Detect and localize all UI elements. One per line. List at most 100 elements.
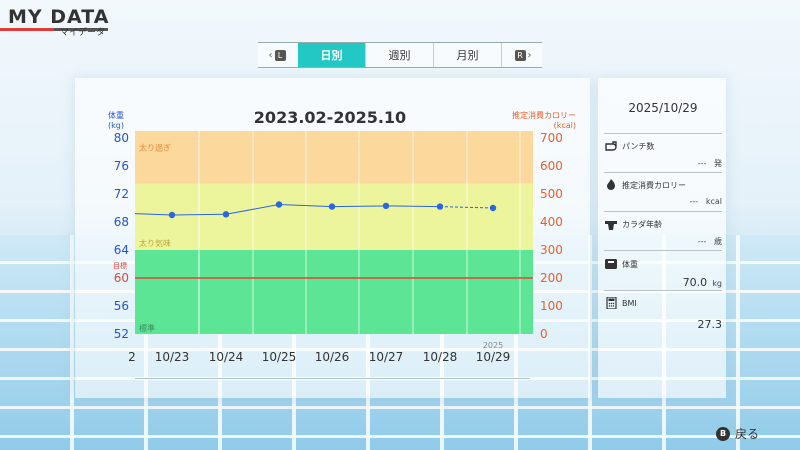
chart-date-range: 2023.02-2025.10: [253, 108, 407, 127]
right-axis-title: 推定消費カロリー (kcal): [512, 111, 576, 131]
zone-standard: [135, 250, 533, 334]
body-age-label: カラダ年齢: [622, 219, 662, 229]
app-title: MY DATA: [8, 6, 110, 28]
x-tick-label: 10/29: [476, 350, 511, 364]
weight-label: 体重: [622, 259, 638, 269]
y-right-tick-label: 500: [540, 187, 563, 201]
info-divider: [604, 250, 722, 251]
weight-point: [168, 211, 176, 219]
left-axis-title: 体重 (kg): [108, 111, 124, 131]
y-left-tick-label: 60: [114, 271, 129, 285]
y-left-tick-label: 76: [114, 159, 129, 173]
prev-tab-button[interactable]: ‹ L: [258, 43, 298, 67]
punch-value: ---: [697, 159, 707, 168]
info-divider: [604, 133, 722, 134]
next-tab-button[interactable]: R ›: [502, 43, 542, 67]
y-left-tick-label: 80: [114, 131, 129, 145]
bmi-value: 27.3: [697, 318, 723, 331]
weight-line-segment: [331, 205, 387, 208]
selected-date: 2025/10/29: [628, 101, 698, 115]
bmi-label: BMI: [622, 298, 637, 308]
weight-line-segment: [171, 213, 227, 216]
zone-tendency: [135, 183, 533, 250]
zone-label-over: 太り過ぎ: [139, 143, 171, 153]
left-axis-label: 体重: [108, 111, 124, 120]
y-right-tick-label: 0: [540, 327, 548, 341]
period-tab-bar: ‹ L 日別 週別 月別 R ›: [258, 42, 542, 68]
calculator-icon: [606, 297, 617, 309]
x-tick-label: 10/23: [155, 350, 190, 364]
info-divider: [604, 211, 722, 212]
l-button-icon: L: [274, 49, 286, 61]
x-tick-label: 10/27: [369, 350, 404, 364]
muscle-icon: [605, 221, 617, 230]
info-row-calories: 推定消費カロリー --- kcal: [604, 179, 722, 206]
y-right-tick-label: 400: [540, 215, 563, 229]
app-subtitle: マイデータ: [60, 28, 106, 38]
weight-line-segment: [278, 204, 333, 208]
flame-icon: [607, 179, 615, 190]
info-row-body-age: カラダ年齢 --- 歳: [604, 218, 722, 247]
year-label: 2025: [483, 341, 503, 350]
y-right-tick-label: 700: [540, 131, 563, 145]
weight-point: [275, 201, 283, 208]
body-age-unit: 歳: [714, 237, 722, 246]
info-panel: [598, 78, 726, 398]
y-left-tick-label: 56: [114, 299, 129, 313]
y-left-tick-label: 52: [114, 327, 129, 341]
chart-bottom-divider: [135, 378, 530, 379]
weight-unit: kg: [712, 279, 722, 288]
goal-label: 目標: [113, 261, 127, 270]
weight-line-segment: [385, 205, 441, 208]
info-row-bmi: BMI 27.3: [604, 297, 722, 331]
calories-label: 推定消費カロリー: [622, 180, 686, 190]
zone-overweight: [135, 131, 533, 184]
y-right-tick-label: 100: [540, 299, 563, 313]
weight-value: 70.0: [682, 276, 708, 289]
scale-icon: [605, 259, 617, 269]
punch-label: パンチ数: [622, 141, 655, 151]
back-label: 戻る: [735, 427, 760, 441]
b-button-icon: B: [716, 426, 730, 441]
info-divider: [604, 172, 722, 173]
tab-daily[interactable]: 日別: [298, 43, 366, 67]
r-button-icon: R: [514, 49, 526, 61]
info-divider: [604, 290, 722, 291]
info-row-punch: パンチ数 --- 発: [604, 140, 722, 169]
y-right-tick-label: 300: [540, 243, 563, 257]
weight-line-segment: [225, 204, 280, 215]
calories-value: ---: [689, 197, 699, 206]
weight-point: [328, 203, 336, 210]
body-age-value: ---: [697, 237, 707, 246]
chevron-left-icon: ‹: [268, 49, 273, 61]
weight-point: [382, 202, 390, 210]
back-button[interactable]: B 戻る: [716, 425, 759, 442]
y-left-tick-label: 64: [114, 243, 129, 257]
y-left-tick-label: 72: [114, 187, 129, 201]
weight-point: [489, 204, 497, 212]
zone-label-tendency: 太り気味: [139, 238, 171, 248]
punch-unit: 発: [714, 159, 722, 168]
weight-point: [222, 211, 230, 218]
zone-label-standard: 標準: [139, 323, 155, 333]
weight-point: [436, 203, 444, 210]
weight-line-segment: [134, 213, 173, 216]
left-axis-unit: (kg): [108, 121, 124, 130]
y-right-tick-label: 200: [540, 271, 563, 285]
x-tick-label: 10/25: [262, 350, 297, 364]
x-tick-label: 10/24: [209, 350, 244, 364]
y-right-tick-label: 600: [540, 159, 563, 173]
x-tick-label: 2: [128, 350, 136, 364]
info-row-weight: 体重 70.0 kg: [604, 258, 722, 289]
right-axis-unit: (kcal): [553, 121, 576, 130]
x-tick-label: 10/28: [423, 350, 458, 364]
tab-weekly[interactable]: 週別: [366, 43, 434, 67]
title-underline: [0, 28, 108, 31]
tab-monthly[interactable]: 月別: [434, 43, 502, 67]
x-tick-label: 10/26: [315, 350, 350, 364]
punch-icon: [605, 141, 617, 151]
right-axis-label: 推定消費カロリー: [512, 111, 576, 120]
chevron-right-icon: ›: [527, 49, 532, 61]
weight-line-segment: [439, 206, 494, 209]
